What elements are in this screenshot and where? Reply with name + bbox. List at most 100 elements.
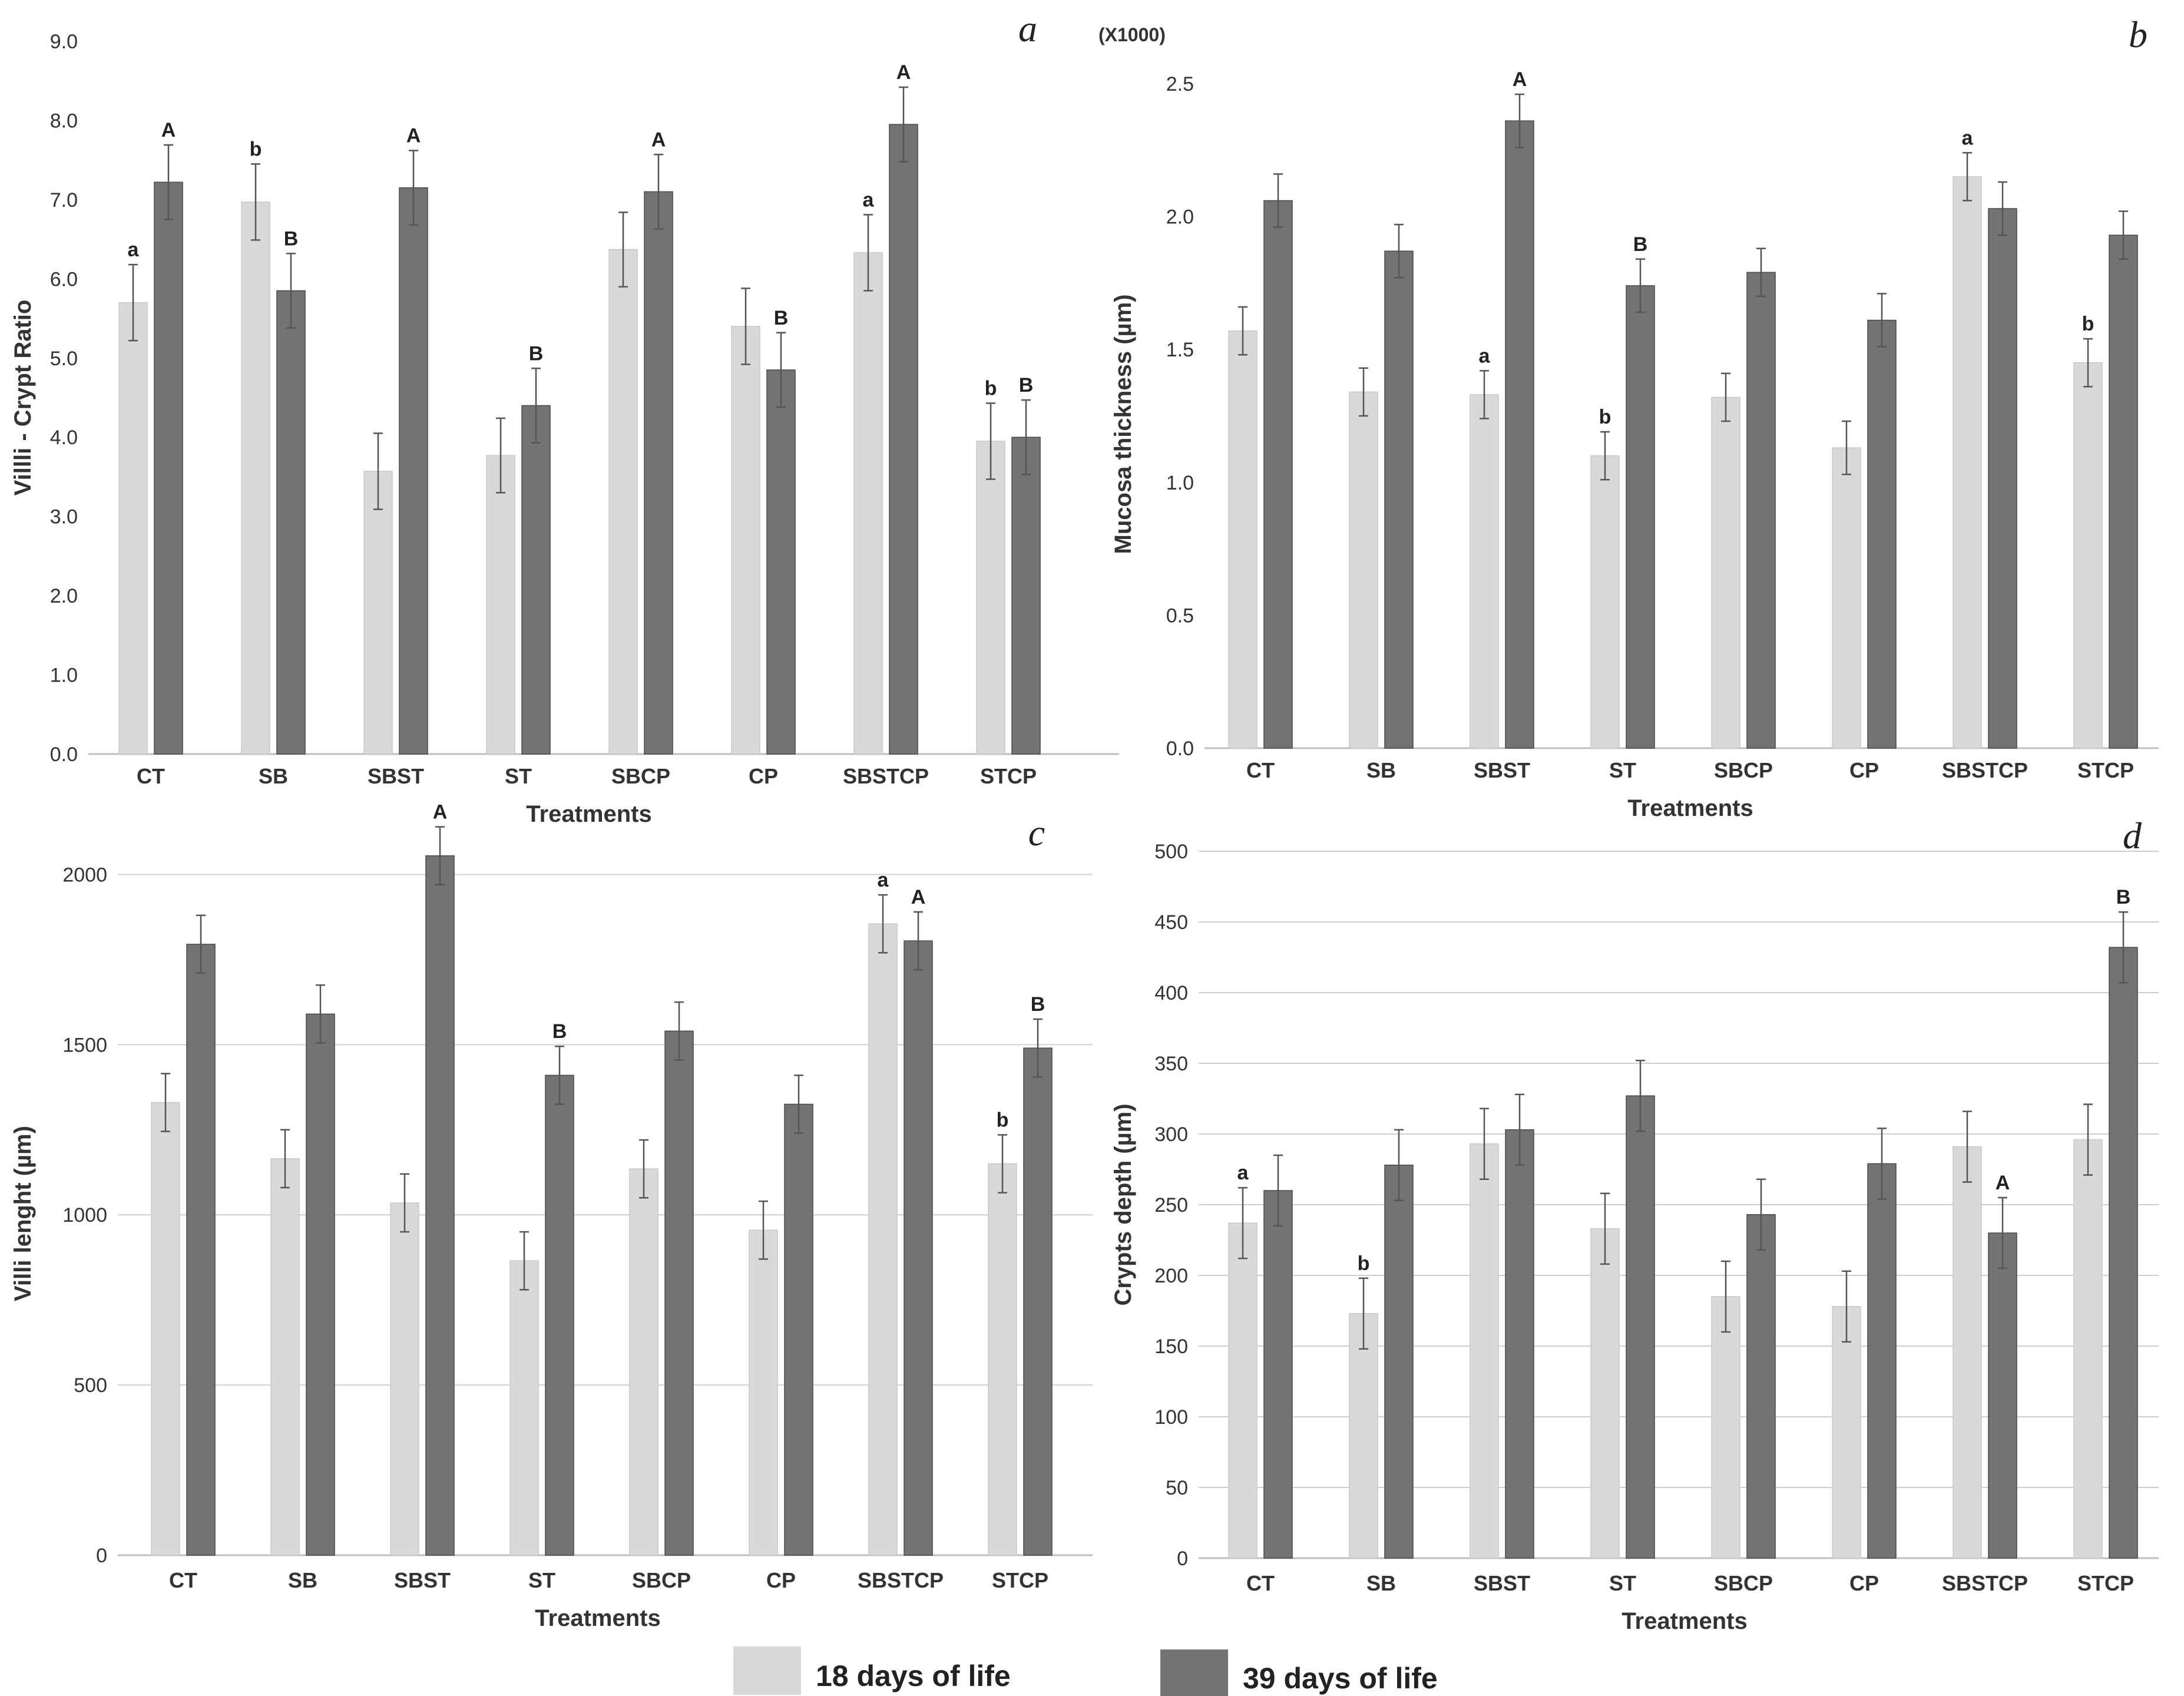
significance-label: b xyxy=(985,377,997,399)
bar-day39-stcp xyxy=(1011,437,1041,755)
error-bar xyxy=(1238,306,1247,356)
y-tick-label: 9.0 xyxy=(50,31,78,53)
category-label: SBCP xyxy=(611,764,670,788)
significance-label: A xyxy=(896,61,911,84)
bar-day18-sbst xyxy=(1470,394,1499,749)
scale-label: (X1000) xyxy=(1098,24,1166,45)
bar-day39-sbcp xyxy=(644,191,673,755)
category-label: STCP xyxy=(2077,758,2134,782)
bar-day39-st xyxy=(521,405,551,755)
significance-label: b xyxy=(250,138,262,160)
bar-day18-sbst xyxy=(390,1202,419,1556)
legend-label: 39 days of life xyxy=(1243,1662,1438,1695)
bar-day39-st xyxy=(1626,1095,1655,1559)
category-label: ST xyxy=(528,1568,555,1592)
y-tick-label: 250 xyxy=(1154,1194,1188,1216)
error-bar xyxy=(496,417,505,494)
error-bar xyxy=(1480,370,1489,419)
chart-panel-d: 0 50 100 150 200 250 300 350 400 450 500 a CT b SB SBST… xyxy=(1110,815,2159,1634)
y-tick-label: 500 xyxy=(1154,841,1188,863)
y-tick-label: 100 xyxy=(1154,1406,1188,1429)
significance-label: A xyxy=(1996,1172,2010,1194)
bar-day39-sbst xyxy=(1505,120,1534,749)
y-tick-label: 1.5 xyxy=(1166,339,1194,361)
category-label: CP xyxy=(766,1568,796,1592)
error-bar xyxy=(400,1173,409,1233)
y-tick-label: 8.0 xyxy=(50,110,78,132)
bar-day39-ct xyxy=(154,181,183,755)
bar-day18-cp xyxy=(1832,447,1861,749)
bar-day18-st xyxy=(1590,1228,1620,1559)
category-label: SBCP xyxy=(1714,1571,1773,1595)
error-bar xyxy=(555,1045,564,1105)
error-bar xyxy=(1877,1128,1887,1200)
y-tick-label: 2.0 xyxy=(1166,206,1194,229)
error-bar xyxy=(2119,210,2128,260)
category-label: SBST xyxy=(394,1568,451,1592)
error-bar xyxy=(2083,338,2093,388)
error-bar xyxy=(1273,1154,1283,1227)
significance-label: a xyxy=(1962,127,1974,149)
y-axis-title: Mucosa thickness (µm) xyxy=(1110,295,1136,554)
category-label: SB xyxy=(259,764,288,788)
bar-day18-sb xyxy=(1349,391,1378,749)
bar-day18-cp xyxy=(1832,1306,1861,1559)
bar-day39-stcp xyxy=(2109,947,2138,1559)
bar-day18-sbst xyxy=(363,471,393,755)
error-bar xyxy=(286,253,296,329)
error-bar xyxy=(1721,372,1730,422)
bar-day18-stcp xyxy=(2073,1139,2103,1559)
category-label: SBST xyxy=(1474,758,1530,782)
y-tick-label: 1000 xyxy=(62,1204,107,1226)
significance-label: A xyxy=(433,801,448,824)
y-axis-title: Villli - Crypt Ratio xyxy=(10,300,36,496)
error-bar xyxy=(519,1231,529,1291)
bar-day18-sbcp xyxy=(1711,1296,1740,1559)
x-axis-title: Treatments xyxy=(526,801,651,827)
y-tick-label: 5.0 xyxy=(50,348,78,370)
error-bar xyxy=(1998,181,2007,236)
error-bar xyxy=(251,163,260,241)
error-bar xyxy=(161,1073,170,1132)
bar-day18-sbst xyxy=(1470,1143,1499,1559)
bar-day18-st xyxy=(1590,455,1620,749)
bar-day18-ct xyxy=(118,302,148,755)
error-bar xyxy=(1600,1192,1610,1265)
category-label: SBSTCP xyxy=(858,1568,944,1592)
bar-day18-sbstcp xyxy=(853,252,883,755)
category-label: STCP xyxy=(2077,1571,2134,1595)
error-bar xyxy=(1636,1059,1645,1132)
category-label: SB xyxy=(1366,758,1396,782)
bar-day39-sb xyxy=(276,290,306,755)
x-axis-title: Treatments xyxy=(1627,795,1753,821)
y-tick-label: 450 xyxy=(1154,911,1188,934)
category-label: CT xyxy=(1246,758,1275,782)
y-tick-label: 2.5 xyxy=(1166,73,1194,95)
bar-day39-sbcp xyxy=(1746,272,1776,749)
y-tick-label: 6.0 xyxy=(50,268,78,290)
bar-day18-sb xyxy=(241,201,270,755)
category-label: CT xyxy=(169,1568,197,1592)
significance-label: a xyxy=(863,189,875,211)
y-tick-label: 500 xyxy=(74,1374,107,1397)
error-bar xyxy=(618,211,628,288)
error-bar xyxy=(1636,258,1645,313)
category-label: SB xyxy=(1366,1571,1396,1595)
category-label: STCP xyxy=(992,1568,1048,1592)
significance-label: b xyxy=(1358,1252,1370,1275)
significance-label: a xyxy=(128,239,140,261)
category-label: SBSTCP xyxy=(1942,1571,2028,1595)
error-bar xyxy=(794,1075,803,1134)
significance-label: B xyxy=(284,227,299,250)
bar-day18-sb xyxy=(1349,1313,1378,1559)
bar-day39-sb xyxy=(306,1013,335,1556)
bar-day39-stcp xyxy=(1023,1047,1053,1556)
bar-day39-st xyxy=(1626,285,1655,749)
panel-letter: a xyxy=(1018,8,1037,49)
bar-day18-cp xyxy=(731,326,760,755)
y-tick-label: 0.0 xyxy=(1166,738,1194,760)
error-bar xyxy=(878,894,888,954)
error-bar xyxy=(863,214,873,292)
bar-day39-ct xyxy=(1263,200,1293,749)
bar-day39-cp xyxy=(1867,1163,1897,1559)
